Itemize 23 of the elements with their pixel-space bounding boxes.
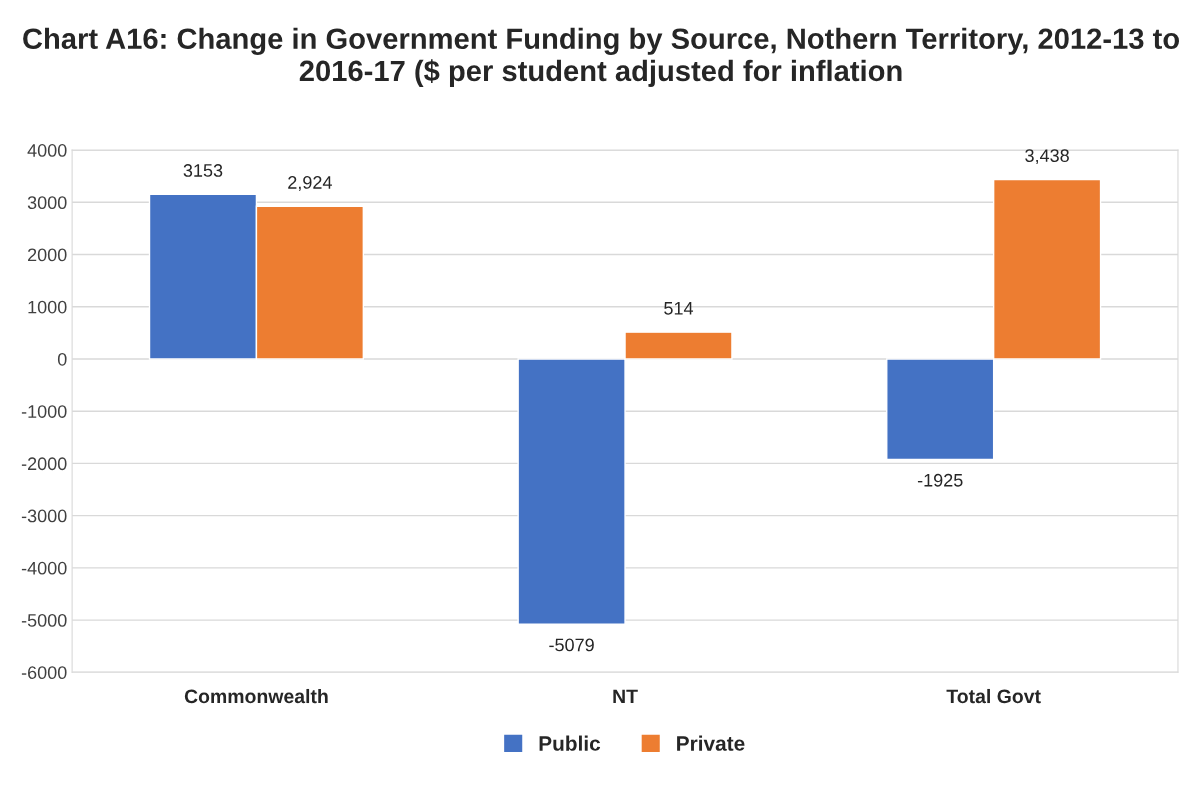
y-tick-label: -2000 — [21, 457, 67, 471]
legend-label: Private — [677, 735, 745, 751]
y-tick-label: 1000 — [28, 300, 67, 314]
y-tick-label: -6000 — [21, 666, 67, 680]
data-label: 2,924 — [288, 176, 332, 191]
x-tick-label: Total Govt — [946, 688, 1041, 704]
x-tick-label: Commonwealth — [184, 688, 328, 704]
chart-title: Chart A16: Change in Government Funding by Source, Nothern Territory, 2012-13 to 2016-17 ($ per student adjusted for inflation — [23, 27, 1180, 87]
data-label: -1925 — [917, 473, 963, 487]
y-tick-label: 4000 — [27, 144, 67, 157]
y-tick-label: 3000 — [27, 196, 67, 210]
legend-label: Public — [539, 735, 601, 751]
y-tick-label: -3000 — [21, 509, 67, 523]
y-tick-label: 0 — [57, 352, 67, 366]
y-tick-label: -4000 — [21, 561, 67, 575]
data-label: 3,438 — [1025, 149, 1069, 165]
y-tick-label: -1000 — [21, 405, 67, 418]
data-label: -5079 — [549, 638, 594, 652]
y-tick-label: -5000 — [21, 614, 67, 627]
data-label: 3153 — [183, 164, 223, 177]
data-label: 514 — [664, 302, 694, 315]
y-tick-label: 2000 — [28, 248, 67, 262]
x-tick-label: NT — [613, 689, 638, 704]
